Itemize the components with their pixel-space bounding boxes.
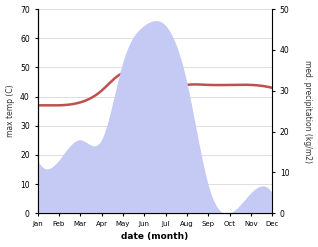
Y-axis label: med. precipitation (kg/m2): med. precipitation (kg/m2) bbox=[303, 60, 313, 163]
Y-axis label: max temp (C): max temp (C) bbox=[5, 85, 15, 138]
X-axis label: date (month): date (month) bbox=[121, 232, 189, 242]
